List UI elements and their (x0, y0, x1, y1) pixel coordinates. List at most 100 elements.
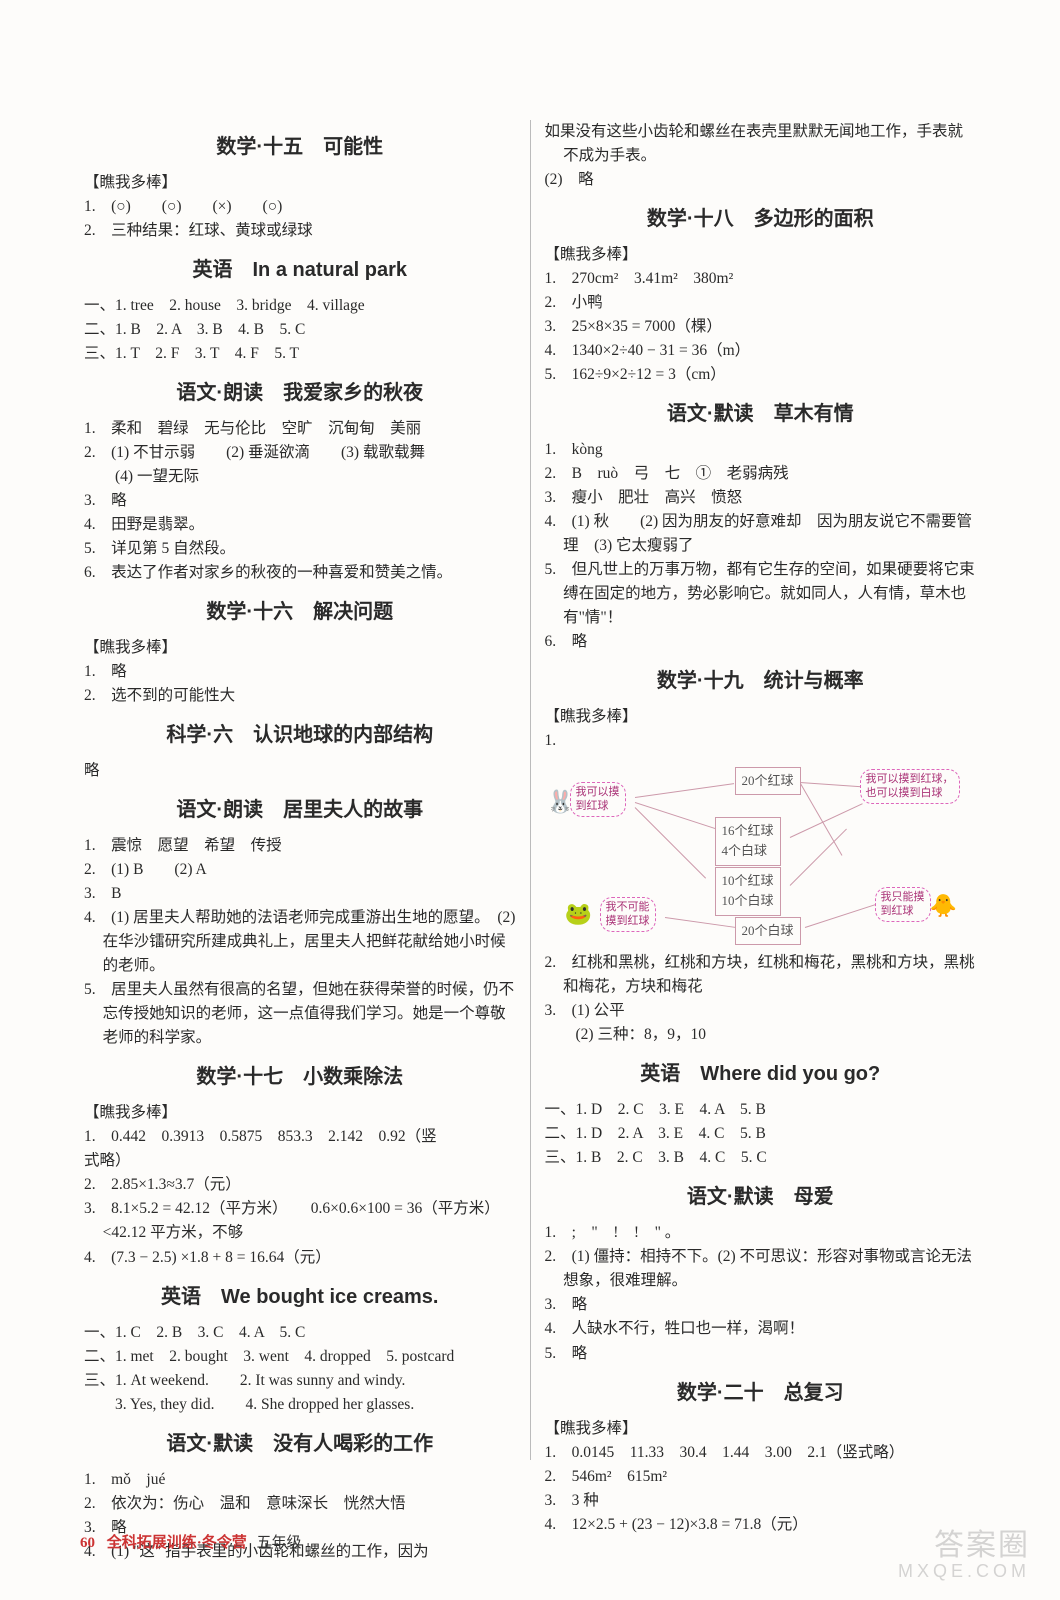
answer-line: 2. 红桃和黑桃，红桃和方块，红桃和梅花，黑桃和方块，黑桃和梅花，方块和梅花 (545, 951, 977, 999)
sub-heading: 【瞧我多棒】 (545, 1417, 977, 1441)
answer-line: 6. 表达了作者对家乡的秋夜的一种喜爱和赞美之情。 (84, 561, 516, 585)
answer-line: 5. 162÷9×2÷12 = 3（cm） (545, 363, 977, 387)
answer-line: 2. (1) 僵持：相持不下。(2) 不可思议：形容对事物或言论无法想象，很难理… (545, 1245, 977, 1293)
section-title: 语文·朗读 居里夫人的故事 (84, 795, 516, 826)
probability-diagram: 20个红球16个红球 4个白球10个红球 10个白球20个白球我可以摸 到红球我… (545, 757, 977, 947)
answer-line: 1. 略 (84, 660, 516, 684)
answer-line: 1. (○) (○) (×) (○) (84, 195, 516, 219)
answer-line: 二、1. B 2. A 3. B 4. B 5. C (84, 318, 516, 342)
section-title: 数学·二十 总复习 (545, 1378, 977, 1409)
answer-line: 2. 选不到的可能性大 (84, 684, 516, 708)
diagram-edge (799, 782, 864, 788)
answer-line: 1. 柔和 碧绿 无与伦比 空旷 沉甸甸 美丽 (84, 417, 516, 441)
answer-line: 3. B (84, 882, 516, 906)
diagram-node: 10个红球 10个白球 (715, 867, 781, 915)
answer-line: 二、1. D 2. A 3. E 4. C 5. B (545, 1122, 977, 1146)
sub-heading: 【瞧我多棒】 (84, 636, 516, 660)
answer-line: 6. 略 (545, 630, 977, 654)
answer-line: 3. 3 种 (545, 1489, 977, 1513)
speech-bubble: 我可以摸 到红球 (570, 782, 626, 816)
section-title: 语文·默读 没有人喝彩的工作 (84, 1429, 516, 1460)
answer-line: 如果没有这些小齿轮和螺丝在表壳里默默无闻地工作，手表就不成为手表。 (545, 120, 977, 168)
answer-line: 4. (7.3 − 2.5) ×1.8 + 8 = 16.64（元） (84, 1246, 516, 1270)
sub-heading: 【瞧我多棒】 (84, 1101, 516, 1125)
answer-line: 3. 瘦小 肥壮 高兴 愤怒 (545, 486, 977, 510)
diagram-edge (634, 807, 705, 878)
answer-line: 2. 三种结果：红球、黄球或绿球 (84, 219, 516, 243)
answer-line: 3. 8.1×5.2 = 42.12（平方米） 0.6×0.6×100 = 36… (84, 1197, 516, 1245)
answer-line: 略 (84, 759, 516, 783)
speech-bubble: 我不可能 摸到红球 (600, 897, 656, 931)
answer-line: 4. 田野是翡翠。 (84, 513, 516, 537)
answer-line: 4. (1) 秋 (2) 因为朋友的好意难却 因为朋友说它不需要管理 (3) 它… (545, 510, 977, 558)
right-column: 如果没有这些小齿轮和螺丝在表壳里默默无闻地工作，手表就不成为手表。 (2) 略 … (531, 120, 991, 1460)
section-title: 数学·十九 统计与概率 (545, 666, 977, 697)
section-title: 数学·十七 小数乘除法 (84, 1062, 516, 1093)
diagram-node: 20个白球 (735, 917, 801, 945)
answer-line: 5. 详见第 5 自然段。 (84, 537, 516, 561)
answer-line: 3. 略 (84, 489, 516, 513)
sub-heading: 【瞧我多棒】 (545, 705, 977, 729)
answer-line: (2) 三种：8，9，10 (545, 1023, 977, 1047)
answer-line: 2. (1) B (2) A (84, 858, 516, 882)
diagram-edge (789, 829, 846, 886)
answer-line: 4. 1340×2÷40 − 31 = 36（m） (545, 339, 977, 363)
answer-line: 1. mǒ jué (84, 1468, 516, 1492)
watermark-main: 答案圈 (934, 1529, 1030, 1562)
sub-heading: 【瞧我多棒】 (545, 243, 977, 267)
answer-line: 1. 震惊 愿望 希望 传授 (84, 834, 516, 858)
section-title: 语文·默读 草木有情 (545, 399, 977, 430)
diagram-edge (664, 917, 738, 928)
answer-line: 4. (1) 居里夫人帮助她的法语老师完成重游出生地的愿望。 (2) 在华沙镭研… (84, 906, 516, 978)
diagram-edge (789, 804, 862, 839)
section-title: 英语 Where did you go? (545, 1059, 977, 1090)
answer-line: 3. Yes, they did. 4. She dropped her gla… (84, 1393, 516, 1417)
section-title: 语文·默读 母爱 (545, 1182, 977, 1213)
section-title: 数学·十五 可能性 (84, 132, 516, 163)
series-title: 全科拓展训练·冬令营 (107, 1535, 247, 1551)
section-title: 英语 In a natural park (84, 255, 516, 286)
answer-line: 1. kòng (545, 438, 977, 462)
answer-line: 2. 小鸭 (545, 291, 977, 315)
watermark-sub: MXQE.COM (898, 1562, 1030, 1582)
diagram-node: 20个红球 (735, 767, 801, 795)
diagram-edge (634, 783, 733, 798)
section-title: 数学·十六 解决问题 (84, 597, 516, 628)
answer-line: 三、1. T 2. F 3. T 4. F 5. T (84, 342, 516, 366)
speech-bubble: 我只能摸 到红球 (875, 887, 931, 921)
answer-line: 一、1. tree 2. house 3. bridge 4. village (84, 294, 516, 318)
answer-line: (2) 略 (545, 168, 977, 192)
watermark: 答案圈 MXQE.COM (898, 1529, 1030, 1582)
answer-line: 一、1. C 2. B 3. C 4. A 5. C (84, 1321, 516, 1345)
answer-line: 一、1. D 2. C 3. E 4. A 5. B (545, 1098, 977, 1122)
answer-line: 1. (545, 729, 977, 753)
answer-line: 1. 270cm² 3.41m² 380m² (545, 267, 977, 291)
character-icon: 🐸 (565, 897, 592, 931)
answer-line: 三、1. At weekend. 2. It was sunny and win… (84, 1369, 516, 1393)
section-title: 英语 We bought ice creams. (84, 1282, 516, 1313)
section-title: 科学·六 认识地球的内部结构 (84, 720, 516, 751)
diagram-edge (634, 802, 720, 831)
answer-line: 5. 居里夫人虽然有很高的名望，但她在获得荣誉的时候，仍不忘传授她知识的老师，这… (84, 978, 516, 1050)
section-title: 数学·十八 多边形的面积 (545, 204, 977, 235)
answer-line: 2. 546m² 615m² (545, 1465, 977, 1489)
page-footer: 60 全科拓展训练·冬令营 五年级 (80, 1531, 302, 1552)
grade-label: 五年级 (257, 1535, 302, 1551)
answer-line: 2. B ruò 弓 七 ① 老弱病残 (545, 462, 977, 486)
answer-line: 式略） (84, 1149, 516, 1173)
answer-line: 3. 25×8×35 = 7000（棵） (545, 315, 977, 339)
section-title: 语文·朗读 我爱家乡的秋夜 (84, 378, 516, 409)
answer-line: 三、1. B 2. C 3. B 4. C 5. C (545, 1146, 977, 1170)
answer-line: 二、1. met 2. bought 3. went 4. dropped 5.… (84, 1345, 516, 1369)
sub-heading: 【瞧我多棒】 (84, 171, 516, 195)
answer-line: 1. 0.0145 11.33 30.4 1.44 3.00 2.1（竖式略） (545, 1441, 977, 1465)
answer-line: 1. 0.442 0.3913 0.5875 853.3 2.142 0.92（… (84, 1125, 516, 1149)
diagram-node: 16个红球 4个白球 (715, 817, 781, 865)
answer-line: 5. 略 (545, 1342, 977, 1366)
answer-line: 2. 依次为：伤心 温和 意味深长 恍然大悟 (84, 1492, 516, 1516)
speech-bubble: 我可以摸到红球， 也可以摸到白球 (860, 769, 960, 803)
answer-line: 3. 略 (545, 1293, 977, 1317)
diagram-edge (804, 904, 876, 928)
answer-line: 3. (1) 公平 (545, 999, 977, 1023)
answer-line: 5. 但凡世上的万事万物，都有它生存的空间，如果硬要将它束缚在固定的地方，势必影… (545, 558, 977, 630)
